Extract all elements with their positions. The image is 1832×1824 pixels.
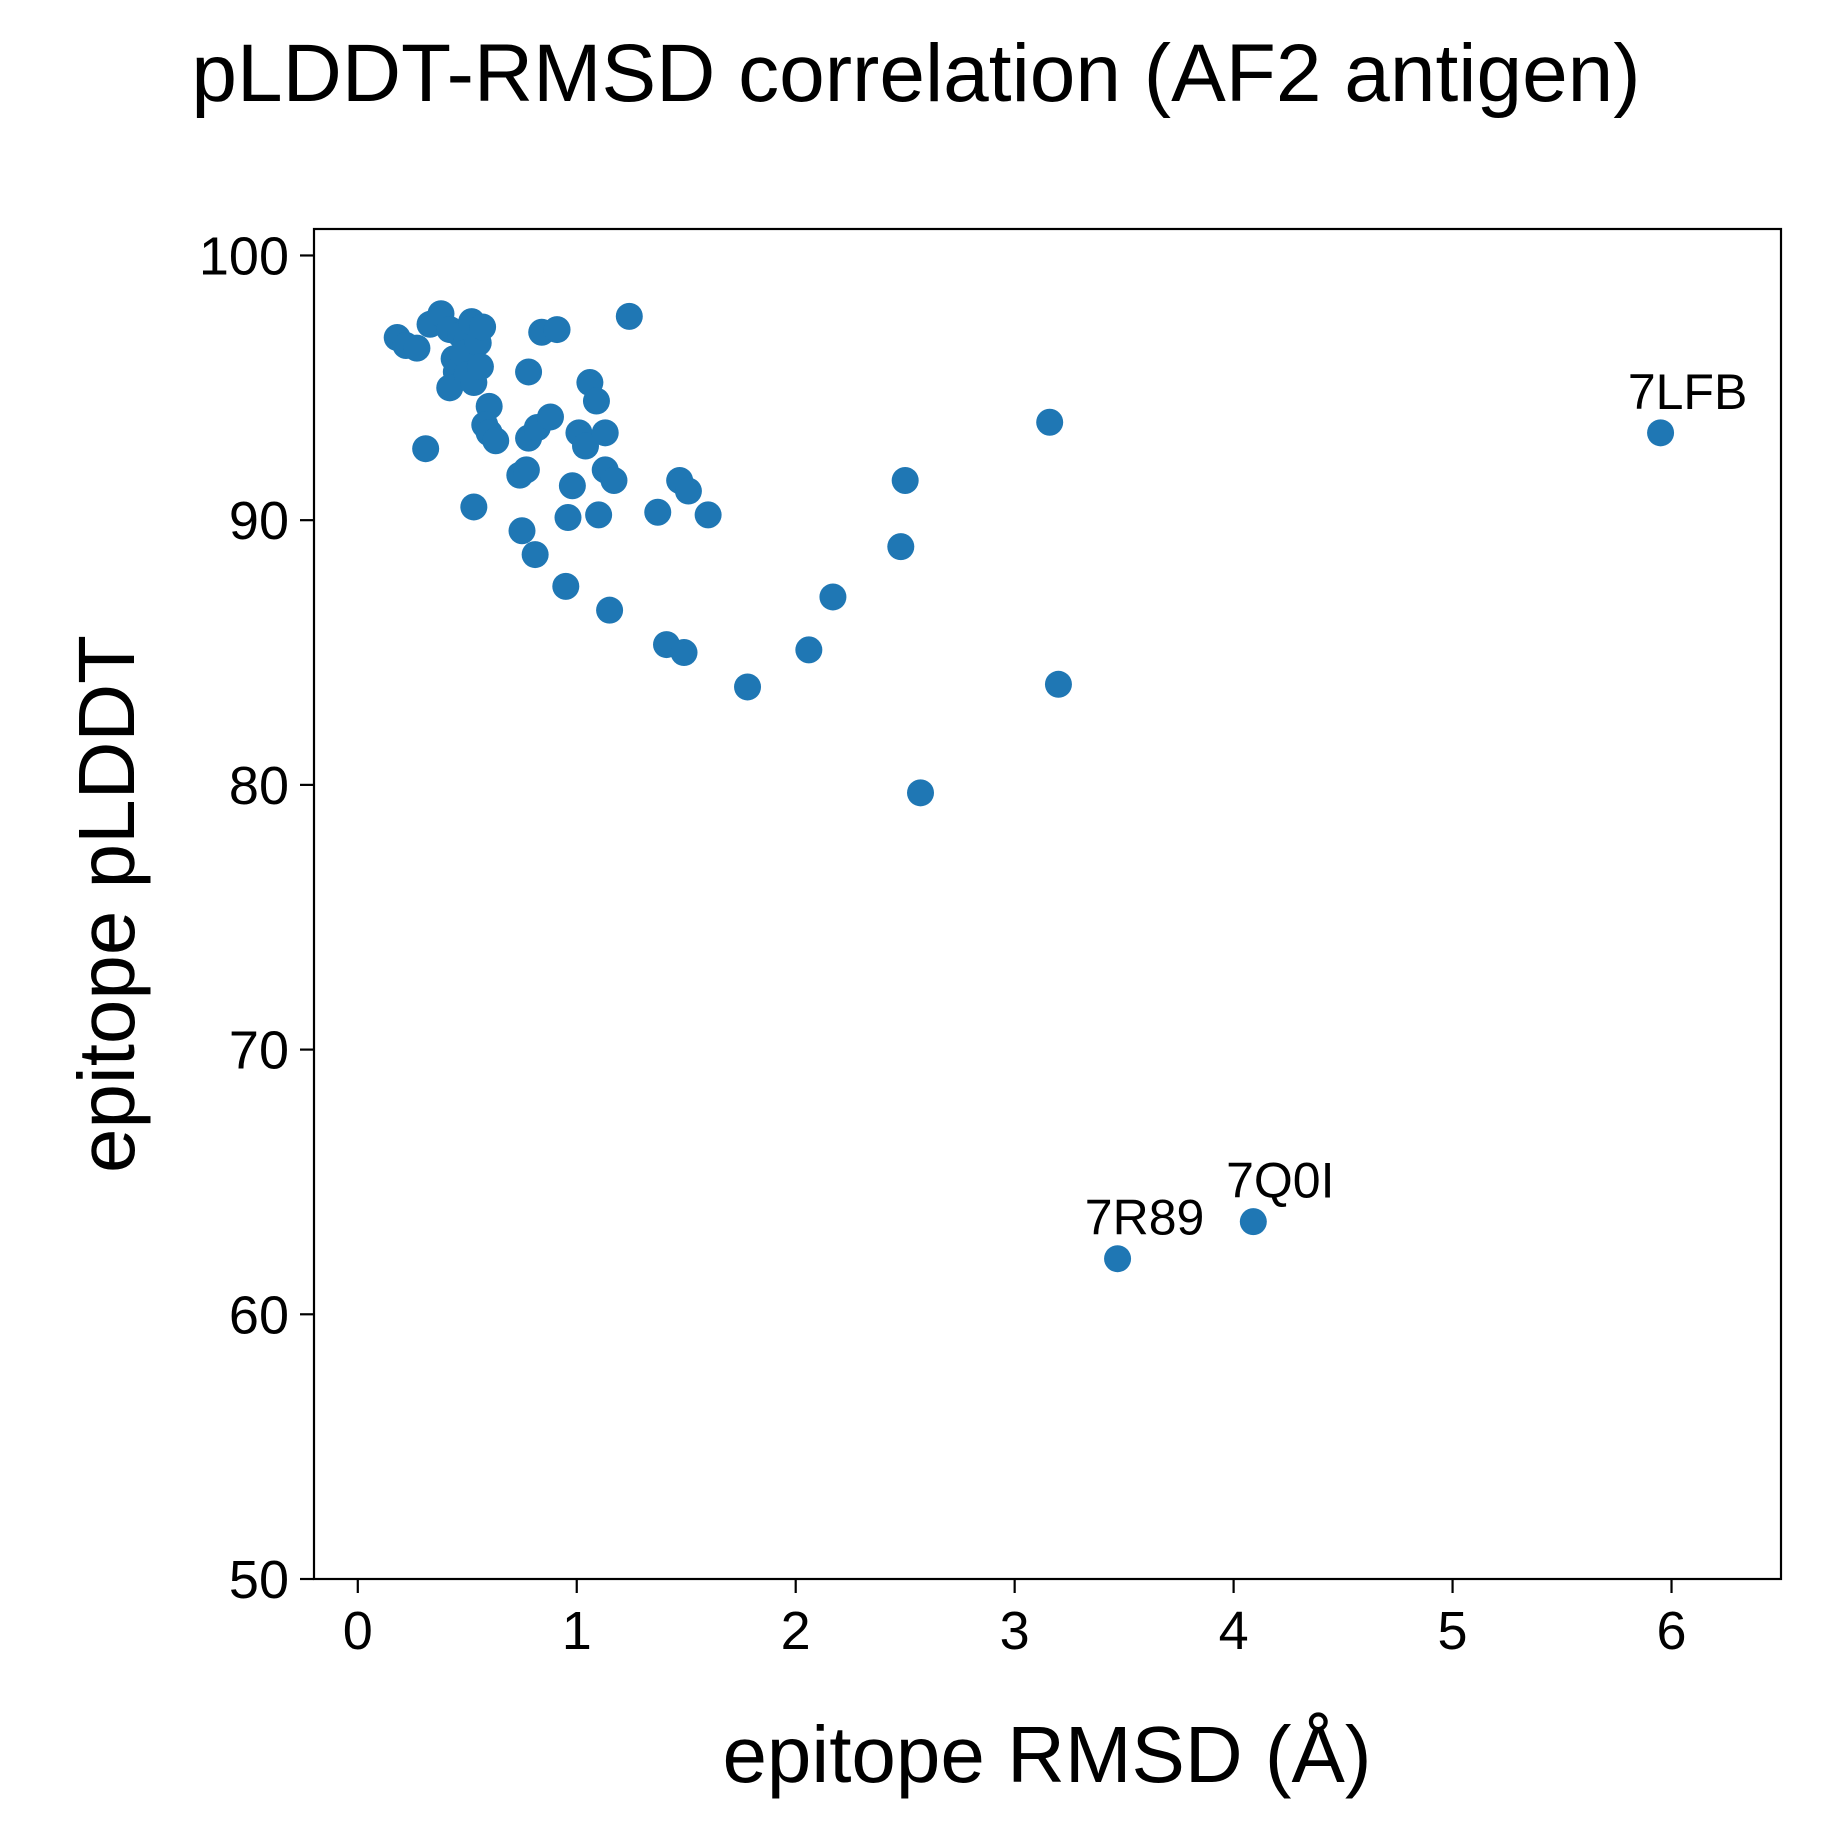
scatter-point	[819, 583, 847, 611]
x-tick-label: 1	[562, 1601, 592, 1661]
y-axis-label: epitope pLDDT	[62, 635, 151, 1173]
scatter-point	[412, 435, 440, 463]
scatter-point	[1044, 670, 1072, 698]
scatter-point	[887, 533, 915, 561]
point-annotations: 7LFB 7R89 7Q0I	[1085, 364, 1748, 1246]
scatter-point	[482, 427, 510, 455]
plot-area-frame	[312, 227, 1783, 1581]
scatter-point	[521, 541, 549, 569]
scatter-point	[558, 472, 586, 500]
scatter-point	[552, 572, 580, 600]
scatter-point	[536, 403, 564, 431]
scatter-point	[554, 504, 582, 532]
scatter-point	[600, 466, 628, 494]
x-tick-label: 0	[343, 1601, 373, 1661]
scatter-point	[891, 466, 919, 494]
scatter-point	[591, 419, 619, 447]
scatter-point	[1647, 419, 1675, 447]
x-tick-label: 6	[1656, 1601, 1686, 1661]
scatter-point	[403, 334, 431, 362]
scatter-point	[585, 501, 613, 529]
y-tick-label: 90	[229, 491, 289, 551]
scatter-point	[670, 639, 698, 667]
point-annotation-label: 7R89	[1085, 1190, 1205, 1246]
x-axis-label: epitope RMSD (Å)	[722, 1710, 1371, 1799]
scatter-point	[508, 517, 536, 545]
scatter-point	[515, 358, 543, 386]
scatter-point	[644, 498, 672, 526]
x-axis: 0 1 2 3 4 5 6	[343, 1579, 1687, 1661]
y-axis: 50 60 70 80 90 100	[199, 226, 314, 1610]
y-tick-label: 80	[229, 756, 289, 816]
scatter-point	[694, 501, 722, 529]
x-tick-label: 5	[1438, 1601, 1468, 1661]
y-tick-label: 60	[229, 1285, 289, 1345]
chart-title: pLDDT-RMSD correlation (AF2 antigen)	[191, 28, 1640, 119]
point-annotation-label: 7Q0I	[1226, 1153, 1334, 1209]
x-tick-label: 4	[1219, 1601, 1249, 1661]
scatter-point	[582, 387, 610, 415]
scatter-point	[466, 353, 494, 381]
scatter-point	[469, 313, 497, 341]
scatter-point	[572, 432, 600, 460]
point-annotation-label: 7LFB	[1628, 364, 1748, 420]
scatter-point	[1104, 1245, 1132, 1273]
scatter-points	[383, 300, 1675, 1273]
scatter-point	[674, 477, 702, 505]
scatter-point	[512, 456, 540, 484]
scatter-point	[795, 636, 823, 664]
scatter-point	[734, 673, 762, 701]
scatter-point	[1036, 408, 1064, 436]
y-tick-label: 50	[229, 1550, 289, 1610]
x-tick-label: 3	[1000, 1601, 1030, 1661]
scatter-point	[1239, 1208, 1267, 1236]
scatter-point	[460, 493, 488, 521]
scatter-point	[907, 779, 935, 807]
scatter-point	[596, 596, 624, 624]
y-tick-label: 100	[199, 226, 289, 286]
scatter-point	[543, 316, 571, 344]
x-tick-label: 2	[781, 1601, 811, 1661]
scatter-point	[615, 302, 643, 330]
y-tick-label: 70	[229, 1021, 289, 1081]
